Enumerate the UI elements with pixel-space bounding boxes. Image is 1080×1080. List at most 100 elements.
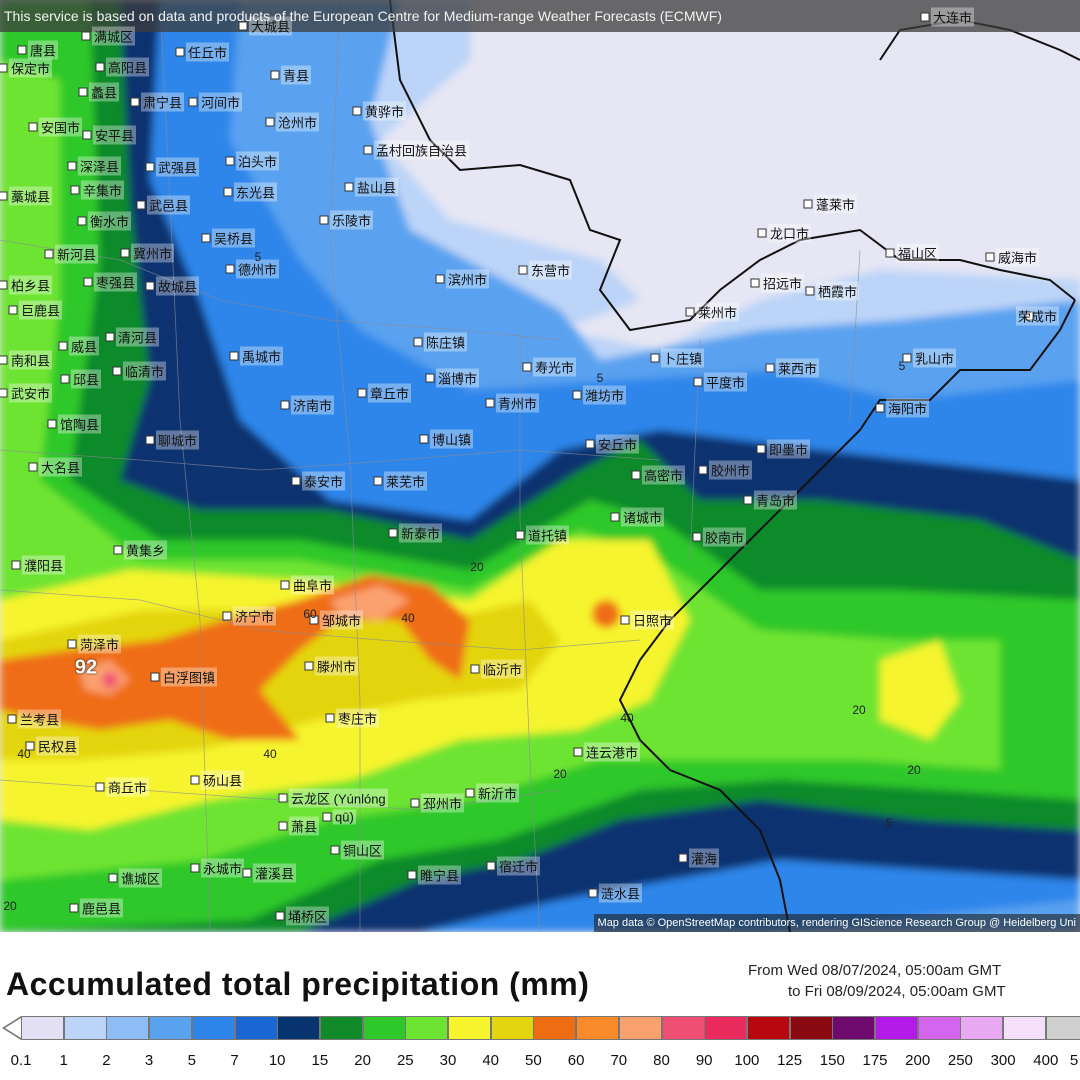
- scale-swatch: [533, 1016, 577, 1040]
- isoline-label: 20: [553, 767, 567, 781]
- city-marker: [485, 398, 495, 408]
- scale-tick-label: 50: [525, 1052, 542, 1069]
- scale-tick-label: 400: [1033, 1052, 1059, 1069]
- city-marker: [0, 191, 8, 201]
- city-marker: [435, 274, 445, 284]
- city-label: 巨鹿县: [19, 300, 63, 320]
- city-marker: [47, 419, 57, 429]
- city-marker: [518, 265, 528, 275]
- city-label: 辛集市: [81, 180, 125, 200]
- city-marker: [190, 863, 200, 873]
- city-label: 沧州市: [276, 112, 320, 132]
- city-label: 民权县: [36, 736, 80, 756]
- city-label: 诸城市: [621, 507, 665, 527]
- city-marker: [145, 162, 155, 172]
- scale-tick-label: 150: [819, 1052, 845, 1069]
- city-label: 邱县: [71, 369, 102, 389]
- city-marker: [698, 465, 708, 475]
- zone-yellow-east: [880, 640, 960, 740]
- isoline-label: 40: [263, 747, 277, 761]
- city-marker: [0, 280, 8, 290]
- city-label: 章丘市: [368, 383, 412, 403]
- city-marker: [573, 747, 583, 757]
- scale-tick-label: 100: [734, 1052, 760, 1069]
- forecast-period: From Wed 08/07/2024, 05:00am GMT to Fri …: [748, 960, 1006, 1002]
- city-marker: [120, 248, 130, 258]
- city-label: 鹿邑县: [80, 898, 124, 918]
- city-label: 东营市: [529, 260, 573, 280]
- city-marker: [78, 87, 88, 97]
- ecmwf-banner: This service is based on data and produc…: [0, 0, 1080, 32]
- city-marker: [309, 615, 319, 625]
- city-marker: [113, 545, 123, 555]
- city-label: 福山区: [896, 243, 940, 263]
- city-label: 安丘市: [596, 434, 640, 454]
- isoline-label: 5: [898, 359, 906, 373]
- city-marker: [419, 434, 429, 444]
- city-label: 睢宁县: [418, 865, 462, 885]
- scale-swatch: [917, 1016, 961, 1040]
- city-label: 德州市: [236, 259, 280, 279]
- scale-swatch: [960, 1016, 1004, 1040]
- map-attribution[interactable]: Map data © OpenStreetMap contributors, r…: [593, 914, 1080, 932]
- city-marker: [803, 199, 813, 209]
- city-label: 深泽县: [78, 156, 122, 176]
- city-marker: [17, 45, 27, 55]
- city-label: 莱芜市: [384, 471, 428, 491]
- scale-tick-label: 200: [905, 1052, 931, 1069]
- city-label: 泰安市: [302, 471, 346, 491]
- city-label: 黄骅市: [363, 101, 407, 121]
- city-marker: [7, 714, 17, 724]
- isoline-label: 40: [17, 747, 31, 761]
- city-marker: [108, 873, 118, 883]
- city-marker: [60, 374, 70, 384]
- city-marker: [373, 476, 383, 486]
- city-label: 淄博市: [436, 368, 480, 388]
- city-label: 临沂市: [481, 659, 525, 679]
- city-label: 莱州市: [696, 302, 740, 322]
- city-marker: [610, 512, 620, 522]
- city-label: 埇桥区: [286, 906, 330, 926]
- city-marker: [188, 97, 198, 107]
- city-marker: [190, 775, 200, 785]
- city-label: 临清市: [123, 361, 167, 381]
- scale-swatch: [661, 1016, 705, 1040]
- city-label: 潍坊市: [583, 385, 627, 405]
- city-label: 盐山县: [355, 177, 399, 197]
- city-marker: [685, 307, 695, 317]
- city-marker: [130, 97, 140, 107]
- city-marker: [322, 812, 332, 822]
- city-label: 青县: [281, 65, 312, 85]
- isoline-label: 40: [620, 711, 634, 725]
- city-label: 安平县: [93, 125, 137, 145]
- city-label: 黄集乡: [124, 540, 168, 560]
- city-label: 龙口市: [768, 223, 812, 243]
- scale-swatch: [490, 1016, 534, 1040]
- city-label: 大连市: [931, 7, 975, 27]
- scale-left-arrow-fill: [5, 1018, 21, 1038]
- city-label: 荣成市: [1016, 306, 1060, 326]
- city-label: 萧县: [289, 816, 320, 836]
- scale-tick-label: 5: [187, 1052, 196, 1069]
- city-marker: [678, 853, 688, 863]
- city-marker: [620, 615, 630, 625]
- scale-tick-label: 300: [990, 1052, 1016, 1069]
- city-label: 任丘市: [186, 42, 230, 62]
- city-marker: [522, 362, 532, 372]
- scale-tick-label: 125: [777, 1052, 803, 1069]
- city-label: 武安市: [9, 383, 53, 403]
- city-label: 青州市: [496, 393, 540, 413]
- city-label: 东光县: [234, 182, 278, 202]
- city-label: 灌溪县: [253, 863, 297, 883]
- scale-swatch: [789, 1016, 833, 1040]
- scale-swatch: [746, 1016, 790, 1040]
- city-marker: [278, 821, 288, 831]
- city-marker: [270, 70, 280, 80]
- precipitation-map[interactable]: This service is based on data and produc…: [0, 0, 1080, 932]
- city-marker: [280, 580, 290, 590]
- zone-salmon: [330, 585, 410, 620]
- city-marker: [25, 741, 35, 751]
- city-marker: [805, 286, 815, 296]
- city-marker: [223, 187, 233, 197]
- scale-tick-label: 80: [653, 1052, 670, 1069]
